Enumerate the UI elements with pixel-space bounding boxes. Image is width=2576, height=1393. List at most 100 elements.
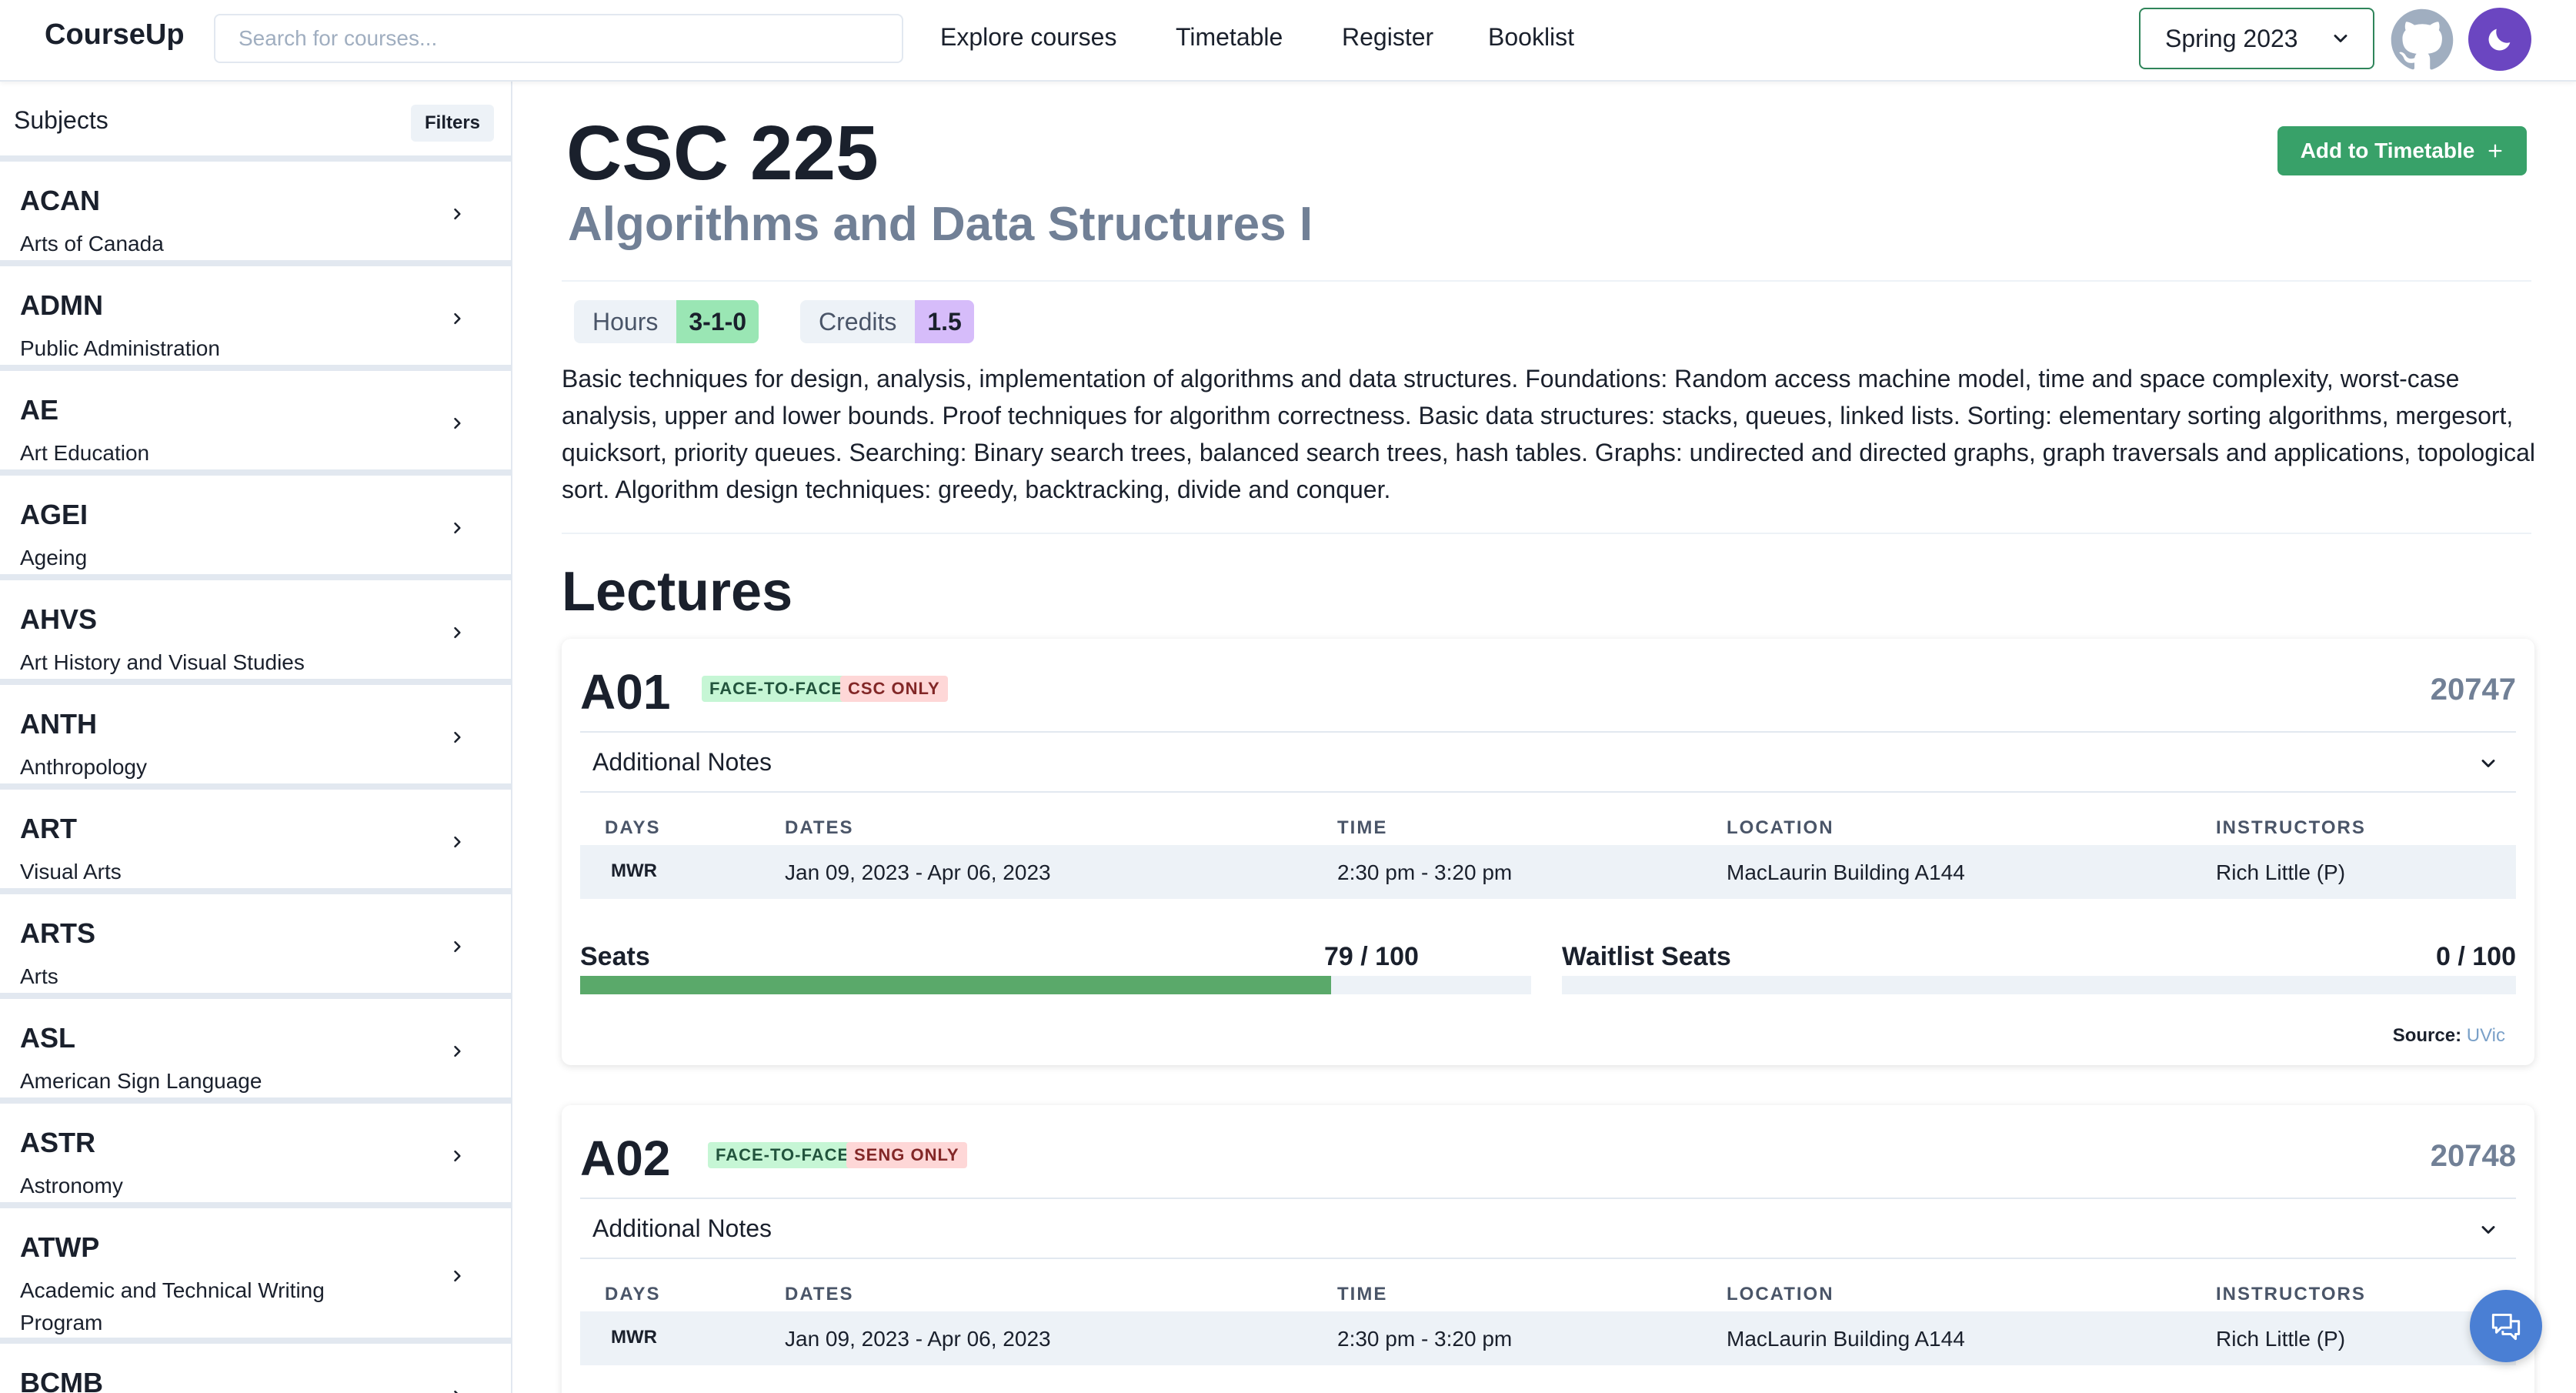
chevron-right-icon [454, 522, 461, 534]
subject-code: ARTS [20, 917, 95, 949]
subject-name: Astronomy [20, 1174, 123, 1198]
subject-code: ATWP [20, 1231, 100, 1263]
subject-list: ACAN Arts of Canada ADMN Public Administrat… [0, 162, 511, 1393]
subject-item-anth[interactable]: ANTH Anthropology [0, 685, 511, 790]
col-location: LOCATION [1727, 1284, 1834, 1304]
chat-support-button[interactable] [2470, 1290, 2542, 1362]
nav-timetable[interactable]: Timetable [1176, 23, 1283, 51]
subject-item-arts[interactable]: ARTS Arts [0, 894, 511, 999]
subject-code: ART [20, 813, 77, 844]
chevron-right-icon [454, 312, 461, 325]
subject-item-agei[interactable]: AGEI Ageing [0, 476, 511, 580]
theme-toggle-button[interactable] [2468, 8, 2531, 71]
subject-code: AHVS [20, 603, 98, 635]
subject-item-astr[interactable]: ASTR Astronomy [0, 1104, 511, 1208]
subject-name: Art History and Visual Studies [20, 650, 305, 674]
nav-register[interactable]: Register [1342, 23, 1434, 51]
delivery-tag: FACE-TO-FACE [708, 1142, 858, 1168]
section-card-a02: A02 FACE-TO-FACE SENG ONLY 20748 Additio… [562, 1105, 2534, 1393]
sidebar-title: Subjects [14, 106, 108, 134]
subject-name: Art Education [20, 441, 150, 465]
table-row [580, 1311, 2516, 1365]
subject-name: Ageing [20, 546, 88, 570]
chevron-right-icon [454, 208, 461, 220]
seats-count: 79 / 100 [1324, 942, 1419, 971]
hours-badge: Hours 3-1-0 [574, 300, 759, 343]
filters-button[interactable]: Filters [411, 105, 494, 142]
additional-notes-toggle[interactable]: Additional Notes [580, 731, 2516, 793]
subject-item-ahvs[interactable]: AHVS Art History and Visual Studies [0, 580, 511, 685]
seats-label: Seats [580, 942, 650, 971]
subject-item-admn[interactable]: ADMN Public Administration [0, 266, 511, 371]
nav-explore-courses[interactable]: Explore courses [940, 23, 1117, 51]
subject-name: Public Administration [20, 336, 220, 360]
sidebar-header: Subjects Filters [0, 82, 511, 162]
chevron-right-icon [454, 1390, 459, 1393]
chevron-right-icon [454, 731, 461, 743]
credits-badge: Credits 1.5 [800, 300, 974, 343]
course-search-input[interactable] [214, 14, 903, 63]
crn-number: 20748 [2430, 1139, 2516, 1173]
section-name: A01 [580, 664, 671, 720]
col-dates: DATES [785, 817, 854, 838]
col-dates: DATES [785, 1284, 854, 1304]
chevron-right-icon [454, 940, 461, 953]
source-link[interactable]: UVic [2466, 1025, 2505, 1046]
term-select[interactable]: Spring 2023 [2139, 8, 2374, 69]
cell-days: MWR [611, 1327, 657, 1348]
col-location: LOCATION [1727, 817, 1834, 838]
waitlist-progress-bar [1562, 976, 2516, 994]
github-icon[interactable] [2390, 8, 2454, 72]
cell-days: MWR [611, 860, 657, 881]
subject-code: BCMB [20, 1367, 103, 1393]
subject-code: ACAN [20, 185, 100, 216]
subject-name: Arts [20, 964, 58, 988]
subject-item-atwp[interactable]: ATWP Academic and Technical Writing Progr… [0, 1208, 511, 1344]
divider [562, 280, 2531, 282]
chevron-right-icon [454, 836, 461, 848]
chevron-right-icon [454, 626, 461, 639]
subject-code: ASTR [20, 1127, 95, 1158]
subject-name: American Sign Language [20, 1069, 262, 1093]
subject-item-art[interactable]: ART Visual Arts [0, 790, 511, 894]
chevron-right-icon [454, 1045, 461, 1057]
table-row [580, 845, 2516, 899]
subject-name: Anthropology [20, 755, 148, 779]
source-note: Source: UVic [2393, 1025, 2505, 1047]
chat-icon [2491, 1313, 2521, 1341]
cell-location: MacLaurin Building A144 [1727, 1327, 1965, 1351]
col-time: TIME [1337, 817, 1388, 838]
subjects-sidebar: Subjects Filters ACAN Arts of Canada ADMN P… [0, 82, 512, 1393]
moon-icon [2488, 28, 2511, 51]
subject-item-ae[interactable]: AE Art Education [0, 371, 511, 476]
plus-icon [2488, 144, 2502, 158]
chevron-down-icon [2334, 35, 2347, 42]
subject-code: ADMN [20, 289, 103, 321]
chevron-down-icon [2481, 1226, 2495, 1234]
cell-dates: Jan 09, 2023 - Apr 06, 2023 [785, 1327, 1051, 1351]
lectures-heading: Lectures [562, 561, 793, 623]
col-days: DAYS [605, 1284, 661, 1304]
nav-booklist[interactable]: Booklist [1488, 23, 1575, 51]
subject-item-bcmb[interactable]: BCMB [0, 1344, 511, 1393]
course-detail: CSC 225 Algorithms and Data Structures I… [512, 82, 2576, 1393]
cell-dates: Jan 09, 2023 - Apr 06, 2023 [785, 860, 1051, 884]
add-to-timetable-button[interactable]: Add to Timetable [2277, 126, 2527, 175]
subject-item-asl[interactable]: ASL American Sign Language [0, 999, 511, 1104]
cell-instructors: Rich Little (P) [2216, 1327, 2346, 1351]
additional-notes-toggle[interactable]: Additional Notes [580, 1198, 2516, 1259]
subject-name: Visual Arts [20, 860, 122, 884]
hours-value: 3-1-0 [676, 300, 759, 343]
credits-value: 1.5 [915, 300, 974, 343]
seats-progress-bar [580, 976, 1531, 994]
col-instructors: INSTRUCTORS [2216, 1284, 2366, 1304]
additional-notes-label: Additional Notes [592, 1214, 772, 1242]
seats-progress-fill [580, 976, 1332, 994]
app-logo[interactable]: CourseUp [45, 18, 185, 51]
subject-item-acan[interactable]: ACAN Arts of Canada [0, 162, 511, 266]
additional-notes-label: Additional Notes [592, 748, 772, 776]
col-time: TIME [1337, 1284, 1388, 1304]
waitlist-count: 0 / 100 [2436, 942, 2516, 971]
cell-time: 2:30 pm - 3:20 pm [1337, 1327, 1513, 1351]
chevron-right-icon [454, 417, 461, 429]
